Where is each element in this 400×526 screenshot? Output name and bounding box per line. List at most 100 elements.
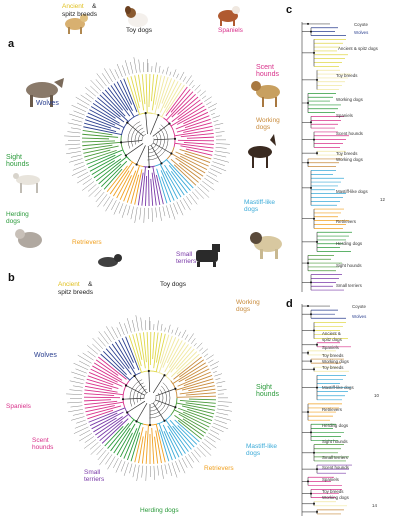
tree-c-node-dot [307, 22, 309, 25]
tree-a-internal-branch [136, 145, 146, 165]
tree-a-leaf-branch [82, 137, 110, 140]
tree-b-leaf-branch [93, 417, 117, 433]
tree-b-breed-label-mark [145, 465, 147, 481]
tree-d-node-dot [307, 411, 309, 414]
tree-a-breed-label-mark [209, 108, 217, 112]
tree-a-leaf-branch [104, 89, 123, 111]
tree-b-leaf-branch [168, 342, 186, 368]
tree-b-leaf-branch [187, 408, 214, 418]
tree-b-leaf-branch [95, 416, 123, 436]
tree-b-leaf-branch [153, 332, 159, 369]
label-b-spitz-breeds: spitz breeds [58, 289, 94, 296]
tree-a-breed-label-mark [199, 90, 207, 97]
tree-a-leaf-branch [150, 74, 155, 102]
tree-a-breed-label-mark [101, 73, 110, 85]
tree-a-breed-label-mark [130, 206, 134, 220]
tree-b-breed-label-mark [145, 320, 147, 331]
tree-b-leaf-branch [84, 400, 118, 405]
tree-b-leaf-branch [103, 351, 127, 375]
tree-a-node-dot [120, 141, 123, 144]
panel-a-circular-tree [64, 57, 230, 223]
tree-b-leaf-branch [154, 436, 159, 464]
label-c-scent-hounds: Scent hounds [336, 131, 363, 136]
tree-b-breed-label-mark [79, 429, 91, 437]
tree-b-breed-label-mark [214, 419, 227, 424]
tree-a-root-arc [131, 123, 165, 157]
tree-b-breed-label-mark [167, 324, 171, 333]
label-c-wolves: Wolves [354, 30, 369, 35]
label-a-mastiff-like: Mastiff-like dogs [244, 199, 275, 213]
terrier-illustration [196, 244, 220, 267]
label-d-toy-breeds-3: Toy breeds [322, 489, 344, 494]
tree-a-leaf-branch [176, 108, 207, 125]
label-b-sight-hounds: Sight hounds [256, 384, 279, 398]
tree-a-leaf-branch [87, 112, 116, 126]
tree-b-leaf-branch [84, 389, 124, 396]
tree-b-breed-label-mark [213, 422, 229, 430]
tree-a-breed-label-mark [215, 150, 230, 154]
tree-b-breed-label-mark [115, 459, 122, 473]
tree-b-breed-label-mark [105, 454, 113, 465]
tree-b-node-dot [121, 398, 125, 401]
tree-b-leaf-branch [178, 407, 213, 421]
tree-a-breed-label-mark [155, 207, 157, 218]
tree-a-breed-label-mark [116, 63, 123, 78]
panel-letter-b: b [8, 272, 15, 284]
tree-b-leaf-branch [169, 419, 195, 448]
tree-c-node-dot [310, 281, 312, 284]
tree-b-leaf-branch [146, 332, 150, 372]
tree-b-breed-label-mark [97, 337, 106, 347]
tree-a-leaf-branch [82, 141, 122, 147]
tree-b-leaf-branch [152, 332, 155, 360]
tree-a-leaf-branch [89, 109, 125, 128]
tree-a-leaf-branch [157, 77, 169, 109]
tree-b-leaf-branch [88, 407, 126, 423]
tree-b-breed-label-mark [214, 373, 223, 377]
tree-b-root-arc [143, 391, 157, 405]
tree-b-leaf-branch [111, 343, 130, 369]
label-d-toy-breeds: Toy breeds [322, 353, 344, 358]
wolf-illustration [26, 78, 64, 107]
label-c-toy-breeds: Toy breeds [336, 73, 358, 78]
tree-b-breed-label-mark [66, 393, 83, 395]
tree-b-leaf-branch [86, 405, 122, 416]
tree-b-root-arc [133, 381, 167, 415]
tree-b-leaf-branch [113, 427, 131, 454]
tree-b-leaf-branch [162, 424, 180, 458]
label-a-working-dogs: Working dogs [256, 117, 280, 131]
label-c-working-dogs: Working dogs [336, 97, 363, 102]
tree-a-breed-label-mark [202, 180, 215, 191]
tree-b-leaf-branch [179, 399, 216, 404]
label-b-ancient: Ancient [58, 281, 80, 288]
tree-a-leaf-branch [171, 153, 206, 174]
tree-b-breed-label-mark [116, 327, 122, 337]
tree-a-breed-label-mark [211, 113, 215, 115]
tree-a-node-dot [157, 113, 160, 117]
tree-b-leaf-branch [128, 335, 142, 373]
tree-a-leaf-branch [119, 175, 132, 201]
tree-b-leaf-branch [166, 338, 180, 364]
tree-a-leaf-branch [151, 74, 159, 111]
tree-b-node-dot [135, 420, 138, 423]
tree-a-breed-label-mark [122, 65, 127, 76]
tree-a-breed-label-mark [125, 60, 130, 75]
tree-a-leaf-branch [183, 125, 213, 133]
tree-b-breed-label-mark [199, 444, 212, 456]
tree-b-node-dot [174, 406, 177, 409]
tree-a-leaf-branch [160, 176, 171, 203]
tree-b-breed-label-mark [75, 368, 87, 374]
label-c-ancient-spitz: Ancient & spitz dogs [338, 46, 378, 51]
label-d-small-terriers: Small terriers [322, 455, 348, 460]
tree-b-leaf-branch [163, 430, 177, 459]
tree-b-breed-label-mark [92, 337, 104, 350]
tree-b-breed-label-mark [196, 342, 203, 349]
label-a-scent-hounds: Scent hounds [256, 64, 279, 78]
tree-a-leaf-branch [134, 75, 141, 102]
tree-b-breed-label-mark [217, 389, 227, 391]
tree-c-node-dot [310, 186, 312, 189]
tree-a-leaf-branch [106, 165, 128, 193]
tree-a-leaf-branch [180, 145, 214, 153]
tree-b-breed-label-mark [135, 315, 139, 332]
tree-b-breed-label-mark [160, 323, 163, 331]
label-b-amp: & [88, 281, 93, 288]
